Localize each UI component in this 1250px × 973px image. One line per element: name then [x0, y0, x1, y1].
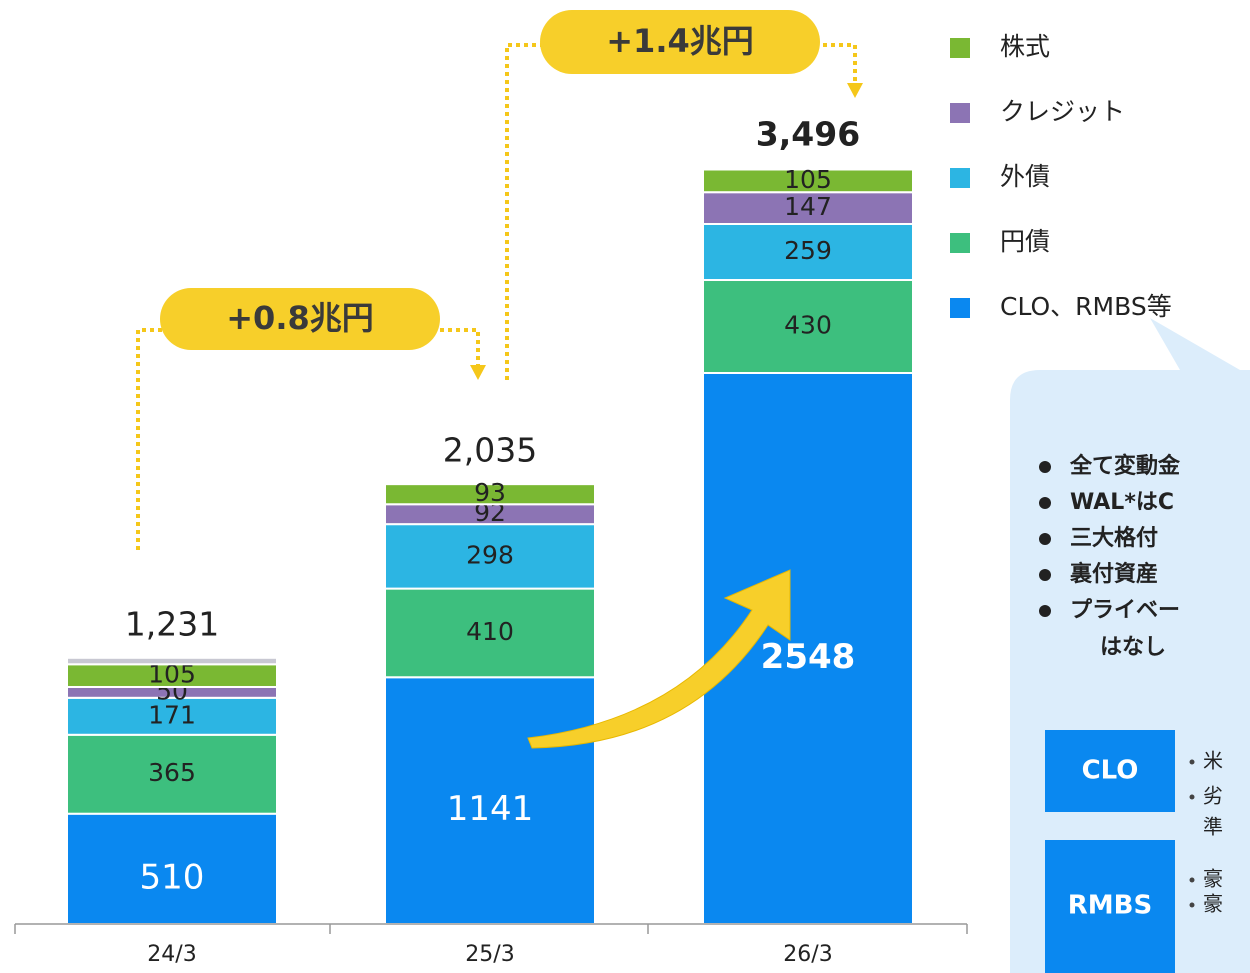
box-text: 劣	[1203, 784, 1223, 808]
box-label: RMBS	[1068, 891, 1152, 921]
bar-segment	[384, 523, 596, 590]
value-label: 298	[466, 540, 514, 569]
bullet-dot	[1039, 605, 1051, 617]
connector	[136, 43, 857, 550]
total-label: 1,231	[125, 604, 219, 643]
bar-segment	[702, 222, 914, 282]
bar-segment	[66, 656, 278, 666]
value-label: 171	[148, 700, 196, 729]
bullet-text: はなし	[1100, 635, 1166, 660]
legend-swatch	[950, 168, 970, 188]
axis-ticks	[14, 924, 968, 934]
bar-segment	[66, 696, 278, 736]
value-label: 430	[784, 311, 832, 340]
box-label: CLO	[1082, 756, 1139, 786]
bullet-text: WAL*はC	[1070, 490, 1174, 515]
box-text: 準	[1203, 815, 1223, 839]
bar-segment	[384, 587, 596, 679]
bar-segment	[702, 168, 914, 194]
x-tick-label: 26/3	[783, 942, 832, 967]
legend-label: 外債	[1000, 162, 1050, 191]
callout-box	[1045, 730, 1175, 812]
bullet-text: 裏付資産	[1070, 561, 1158, 587]
annotation: +1.4兆円	[606, 22, 754, 60]
growth-arrow	[527, 569, 791, 749]
box-text: 豪	[1203, 892, 1223, 916]
bullet-text: 全て変動金	[1069, 453, 1181, 479]
pill	[160, 288, 440, 350]
bar-segment	[384, 483, 596, 506]
bullet-dot	[1039, 533, 1051, 545]
value-label: 510	[140, 857, 205, 897]
value-label: 410	[466, 617, 514, 646]
bullet-text: プライベー	[1070, 598, 1180, 623]
legend-label: CLO、RMBS等	[1000, 292, 1172, 321]
bar-segment	[702, 191, 914, 225]
legend-swatch	[950, 233, 970, 253]
x-tick-label: 25/3	[465, 942, 514, 967]
legend-swatch	[950, 38, 970, 58]
bullet-dot	[1189, 759, 1195, 765]
value-label: 365	[148, 758, 196, 787]
value-label: 1141	[447, 789, 534, 829]
value-label: 2548	[761, 637, 856, 677]
box-text: 豪	[1203, 867, 1223, 891]
total-label: 3,496	[756, 114, 860, 153]
legend-label: クレジット	[1000, 97, 1125, 126]
bullet-dot	[1039, 569, 1051, 581]
bar-segment	[66, 812, 278, 926]
bar-segment	[702, 279, 914, 374]
x-tick-label: 24/3	[147, 942, 196, 967]
value-label: 147	[784, 192, 832, 221]
bar-segment	[66, 733, 278, 815]
bullet-dot	[1039, 461, 1051, 473]
legend-swatch	[950, 298, 970, 318]
bullet-dot	[1189, 877, 1195, 883]
value-label: 105	[784, 165, 832, 194]
bullet-dot	[1189, 794, 1195, 800]
callout-box	[1045, 840, 1175, 973]
annotation: +0.8兆円	[226, 299, 374, 337]
legend-swatch	[950, 103, 970, 123]
bullet-text: 三大格付	[1070, 525, 1158, 551]
total-label: 2,035	[443, 430, 537, 469]
legend-label: 株式	[1000, 32, 1050, 61]
legend-label: 円債	[1000, 227, 1050, 256]
bullet-dot	[1189, 902, 1195, 908]
pill	[540, 10, 820, 74]
value-label: 259	[784, 236, 832, 265]
box-text: 米	[1203, 749, 1223, 773]
value-label: 93	[474, 478, 506, 507]
bullet-dot	[1039, 497, 1051, 509]
bar-segment	[384, 676, 596, 925]
